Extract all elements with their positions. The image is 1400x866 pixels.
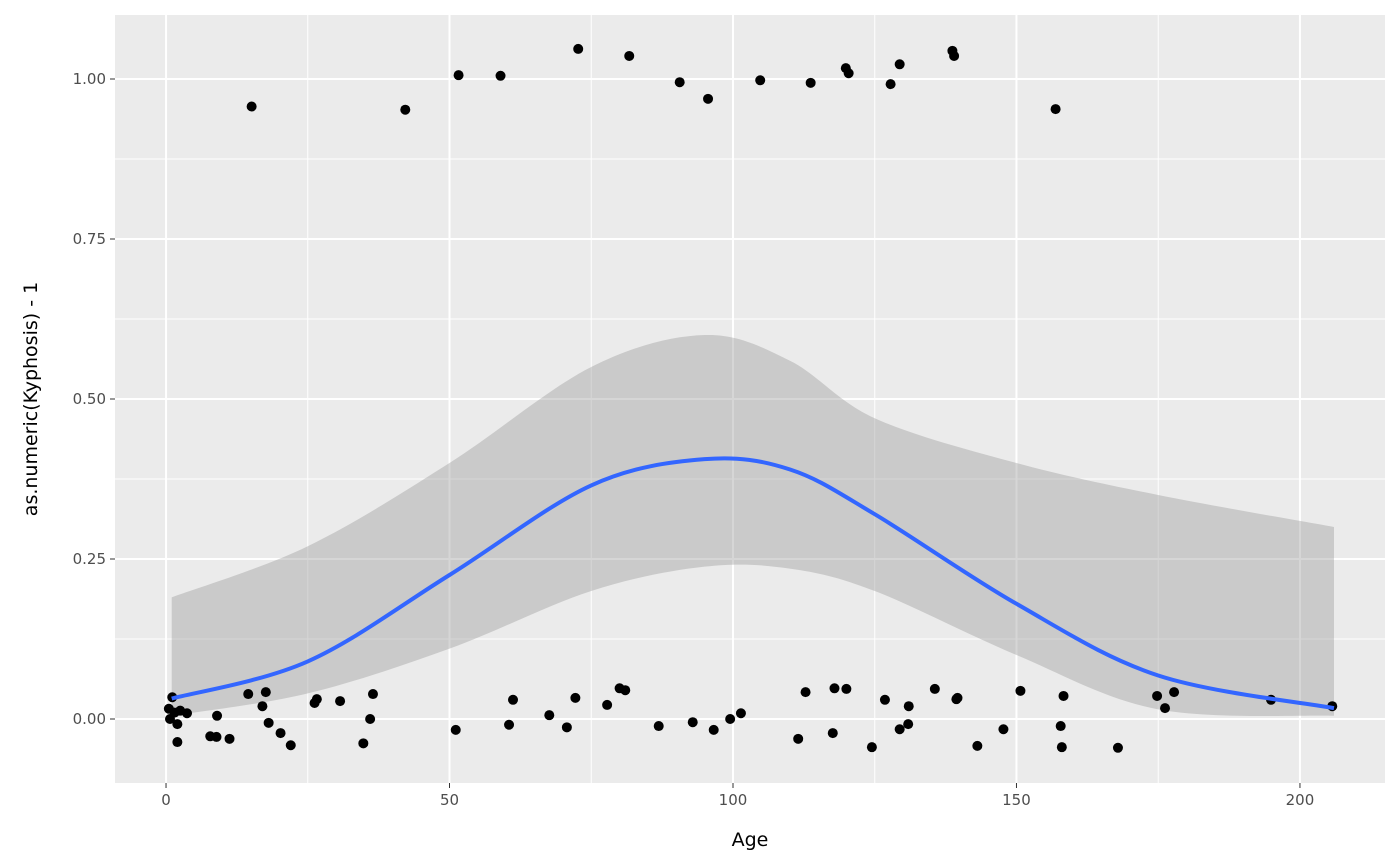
data-point [172, 737, 183, 748]
data-point [508, 694, 519, 705]
data-point [841, 683, 852, 694]
data-point [243, 689, 254, 700]
x-axis-title: Age [732, 829, 769, 851]
y-tick-label: 0.25 [73, 550, 106, 568]
x-tick-label: 50 [440, 791, 459, 809]
data-point [755, 75, 766, 86]
data-point [1112, 742, 1123, 753]
y-tick-label: 0.50 [73, 390, 106, 408]
data-point [805, 77, 816, 88]
data-point [358, 738, 369, 749]
data-point [703, 93, 714, 104]
data-point [246, 101, 257, 112]
data-point [335, 696, 346, 707]
x-tick-label: 0 [161, 791, 171, 809]
data-point [1055, 721, 1066, 732]
data-point [735, 708, 746, 719]
data-point [544, 710, 555, 721]
x-axis: 0 50 100 150 200 [161, 783, 1314, 809]
data-point [624, 50, 635, 61]
data-points [163, 43, 1338, 753]
y-tick-label: 0.75 [73, 230, 106, 248]
data-point [674, 77, 685, 88]
data-point [212, 710, 223, 721]
data-point [365, 714, 376, 724]
data-point [894, 59, 905, 70]
data-point [263, 717, 274, 728]
data-point [367, 689, 378, 700]
data-point [602, 699, 613, 710]
data-point [285, 740, 296, 751]
data-point [1160, 703, 1171, 714]
data-point [275, 728, 286, 739]
data-point [952, 692, 963, 703]
data-point [894, 724, 905, 735]
data-point [1056, 742, 1067, 753]
data-point [949, 50, 960, 61]
data-point [885, 79, 896, 90]
data-point [725, 714, 736, 724]
y-tick-label: 0.00 [73, 710, 106, 728]
data-point [1058, 690, 1069, 701]
x-tick-label: 150 [1002, 791, 1031, 809]
data-point [708, 724, 719, 735]
data-point [653, 721, 664, 732]
data-point [450, 724, 461, 735]
grid-lines [115, 15, 1385, 783]
data-point [172, 719, 183, 730]
data-point [866, 742, 877, 753]
data-point [260, 687, 271, 698]
data-point [224, 733, 235, 744]
x-tick-label: 100 [719, 791, 748, 809]
data-point [1152, 690, 1163, 701]
smooth-line [171, 456, 1335, 711]
data-point [972, 740, 983, 751]
data-point [843, 68, 854, 79]
data-point [929, 683, 940, 694]
data-point [561, 722, 572, 733]
data-point [620, 685, 631, 696]
data-point [800, 687, 811, 698]
data-point [453, 70, 464, 81]
data-point [829, 683, 840, 694]
data-point [182, 708, 193, 719]
data-point [400, 104, 411, 115]
data-point [311, 694, 322, 705]
data-point [211, 731, 222, 742]
data-point [879, 694, 890, 705]
data-point [573, 43, 584, 54]
y-tick-label: 1.00 [73, 70, 106, 88]
data-point [570, 692, 581, 703]
y-axis-title: as.numeric(Kyphosis) - 1 [20, 282, 42, 516]
data-point [903, 719, 914, 730]
data-point [687, 717, 698, 728]
data-point [1050, 104, 1061, 115]
data-point [903, 701, 914, 712]
data-point [793, 733, 804, 744]
data-point [1015, 685, 1026, 696]
x-tick-label: 200 [1286, 791, 1315, 809]
data-point [504, 719, 515, 730]
data-point [257, 701, 268, 712]
data-point [1169, 687, 1180, 698]
data-point [827, 728, 838, 739]
data-point [495, 70, 506, 81]
y-axis: 0.00 0.25 0.50 0.75 1.00 [73, 70, 115, 728]
data-point [998, 724, 1009, 735]
